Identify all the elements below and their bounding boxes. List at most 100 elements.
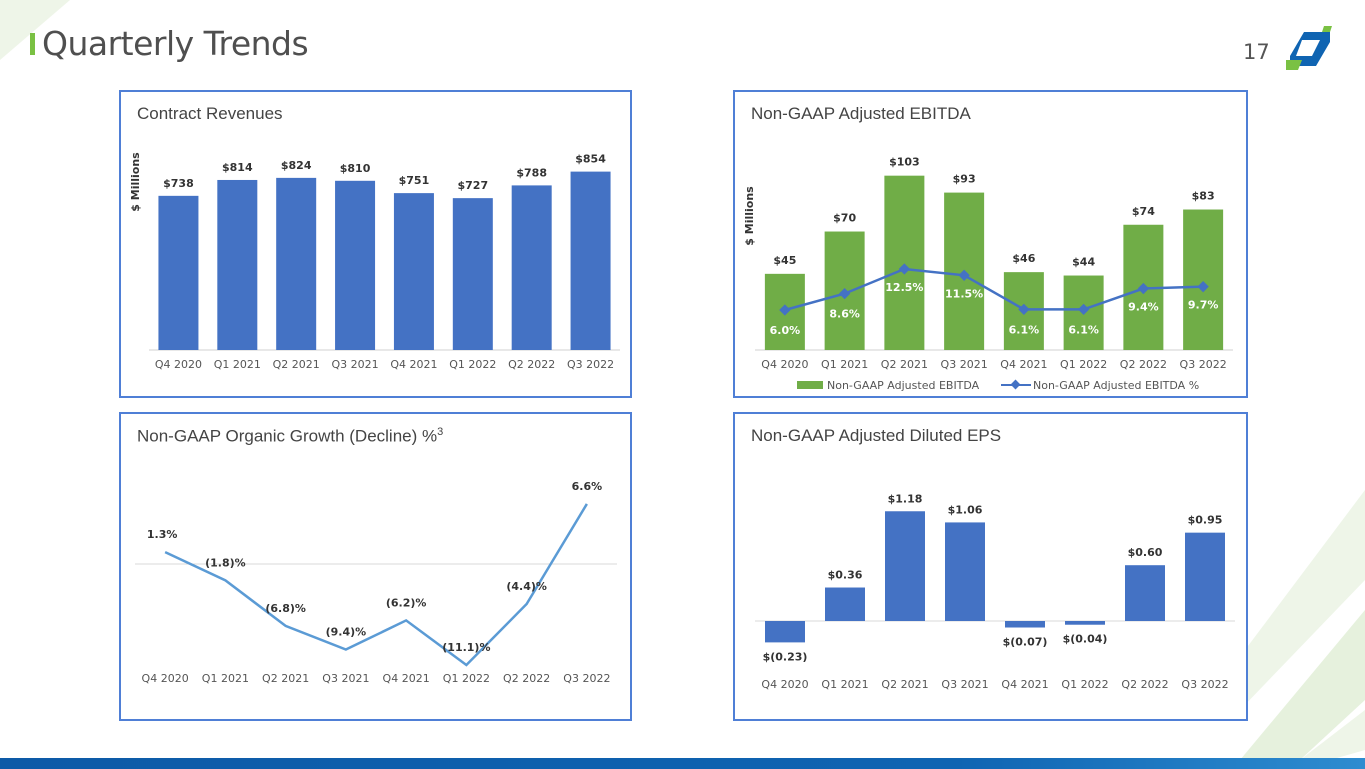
contract-revenues-panel: Contract Revenues $ Millions $738 Q4 2020 $… xyxy=(119,90,632,398)
ebitda-label-7: $83 xyxy=(1192,190,1215,203)
ebitda-label-1: $70 xyxy=(833,212,856,225)
x-tick-0: Q4 2020 xyxy=(155,358,202,371)
x-tick-3: Q3 2021 xyxy=(941,678,988,691)
organic-growth-panel: Non-GAAP Organic Growth (Decline) %3 1.3… xyxy=(119,412,632,721)
eps-bar-0 xyxy=(765,621,805,643)
eps-bar-1 xyxy=(825,587,865,621)
organic-growth-chart: 1.3% Q4 2020 (1.8)% Q1 2021 (6.8)% Q2 2021 (9.… xyxy=(135,480,617,685)
eps-label-0: $(0.23) xyxy=(763,650,808,663)
legend-swatch-bars xyxy=(797,381,823,389)
company-logo-icon xyxy=(1286,26,1332,70)
x-tick-6: Q2 2022 xyxy=(508,358,555,371)
data-label-1: $814 xyxy=(222,161,253,174)
contract-revenues-title: Contract Revenues xyxy=(137,104,283,123)
ebitda-pct-label-7: 9.7% xyxy=(1188,299,1219,312)
ebitda-pct-marker-6 xyxy=(1137,282,1150,295)
eps-bar-4 xyxy=(1005,621,1045,628)
page-number: 17 xyxy=(1243,40,1270,64)
title-accent-bar xyxy=(30,33,35,55)
growth-label-1: (1.8)% xyxy=(205,556,246,569)
contract-revenues-chart: $ Millions $738 Q4 2020 $814 Q1 2021 $824 Q2 2… xyxy=(129,152,620,371)
x-tick-4: Q4 2021 xyxy=(383,672,430,685)
ebitda-pct-marker-3 xyxy=(958,269,970,281)
bar-0 xyxy=(158,195,199,350)
x-tick-0: Q4 2020 xyxy=(761,358,808,371)
x-tick-7: Q3 2022 xyxy=(1181,678,1228,691)
bar-6 xyxy=(511,185,552,350)
ebitda-label-5: $44 xyxy=(1072,256,1095,269)
bar-1 xyxy=(217,179,258,350)
x-tick-5: Q1 2022 xyxy=(1060,358,1107,371)
x-tick-5: Q1 2022 xyxy=(443,672,490,685)
eps-bar-2 xyxy=(885,511,925,621)
x-tick-2: Q2 2021 xyxy=(881,358,928,371)
x-tick-4: Q4 2021 xyxy=(1001,678,1048,691)
eps-bar-3 xyxy=(945,522,985,621)
eps-bar-6 xyxy=(1125,565,1165,621)
data-label-6: $788 xyxy=(516,166,547,179)
x-tick-4: Q4 2021 xyxy=(1000,358,1047,371)
x-tick-3: Q3 2021 xyxy=(322,672,369,685)
x-tick-6: Q2 2022 xyxy=(503,672,550,685)
eps-bar-7 xyxy=(1185,532,1225,621)
ebitda-label-4: $46 xyxy=(1012,252,1035,265)
ebitda-pct-label-0: 6.0% xyxy=(770,324,801,337)
adjusted-eps-title: Non-GAAP Adjusted Diluted EPS xyxy=(751,426,1002,445)
x-tick-2: Q2 2021 xyxy=(262,672,309,685)
x-tick-7: Q3 2022 xyxy=(563,672,610,685)
data-label-4: $751 xyxy=(399,174,430,187)
ebitda-pct-label-3: 11.5% xyxy=(945,287,983,300)
y-axis-label: $ Millions xyxy=(129,152,142,212)
growth-label-6: (4.4)% xyxy=(506,580,547,593)
adjusted-eps-chart: $(0.23) Q4 2020 $0.36 Q1 2021 $1.18 Q2 2021 $1… xyxy=(755,492,1235,691)
data-label-2: $824 xyxy=(281,159,312,172)
eps-label-6: $0.60 xyxy=(1128,546,1163,559)
adjusted-ebitda-chart: $ Millions $45 Q4 2020 $70 Q1 2021 $103 Q2 202… xyxy=(743,156,1233,392)
x-tick-1: Q1 2021 xyxy=(821,678,868,691)
ebitda-pct-line xyxy=(784,267,1204,312)
ebitda-pct-label-4: 6.1% xyxy=(1009,323,1040,336)
growth-label-7: 6.6% xyxy=(572,480,603,493)
x-tick-0: Q4 2020 xyxy=(761,678,808,691)
growth-label-3: (9.4)% xyxy=(326,626,367,639)
ebitda-pct-label-5: 6.1% xyxy=(1068,323,1099,336)
eps-label-4: $(0.07) xyxy=(1003,636,1048,649)
x-tick-2: Q2 2021 xyxy=(273,358,320,371)
x-tick-7: Q3 2022 xyxy=(1180,358,1227,371)
eps-label-2: $1.18 xyxy=(888,492,923,505)
ebitda-bar-7 xyxy=(1183,209,1224,350)
x-tick-7: Q3 2022 xyxy=(567,358,614,371)
bar-2 xyxy=(276,177,317,350)
eps-label-7: $0.95 xyxy=(1188,514,1223,527)
bar-7 xyxy=(570,171,611,350)
ebitda-label-0: $45 xyxy=(773,254,796,267)
ebitda-pct-marker-2 xyxy=(898,263,911,275)
eps-label-1: $0.36 xyxy=(828,569,863,582)
x-tick-1: Q1 2021 xyxy=(202,672,249,685)
eps-label-3: $1.06 xyxy=(948,503,983,516)
bar-5 xyxy=(452,198,493,350)
ebitda-bar-2 xyxy=(884,175,925,350)
x-tick-5: Q1 2022 xyxy=(1061,678,1108,691)
x-tick-6: Q2 2022 xyxy=(1120,358,1167,371)
growth-label-2: (6.8)% xyxy=(265,602,306,615)
organic-growth-title: Non-GAAP Organic Growth (Decline) %3 xyxy=(137,426,444,446)
ebitda-pct-marker-7 xyxy=(1197,281,1209,293)
x-tick-3: Q3 2021 xyxy=(941,358,988,371)
x-tick-4: Q4 2021 xyxy=(390,358,437,371)
growth-label-4: (6.2)% xyxy=(386,596,427,609)
ebitda-pct-marker-4 xyxy=(1018,303,1030,316)
adjusted-ebitda-panel: Non-GAAP Adjusted EBITDA $ Millions $45 Q4… xyxy=(733,90,1248,398)
ebitda-label-3: $93 xyxy=(953,173,976,186)
x-tick-5: Q1 2022 xyxy=(449,358,496,371)
page-title: Quarterly Trends xyxy=(42,24,309,63)
organic-growth-line xyxy=(164,503,588,667)
data-label-0: $738 xyxy=(163,177,194,190)
x-tick-1: Q1 2021 xyxy=(214,358,261,371)
legend-swatch-marker xyxy=(1010,379,1021,390)
legend-label-line: Non-GAAP Adjusted EBITDA % xyxy=(1033,379,1199,392)
ebitda-pct-label-2: 12.5% xyxy=(885,281,923,294)
adjusted-ebitda-title: Non-GAAP Adjusted EBITDA xyxy=(751,104,971,123)
growth-label-0: 1.3% xyxy=(147,528,178,541)
legend-label-bars: Non-GAAP Adjusted EBITDA xyxy=(827,379,980,392)
